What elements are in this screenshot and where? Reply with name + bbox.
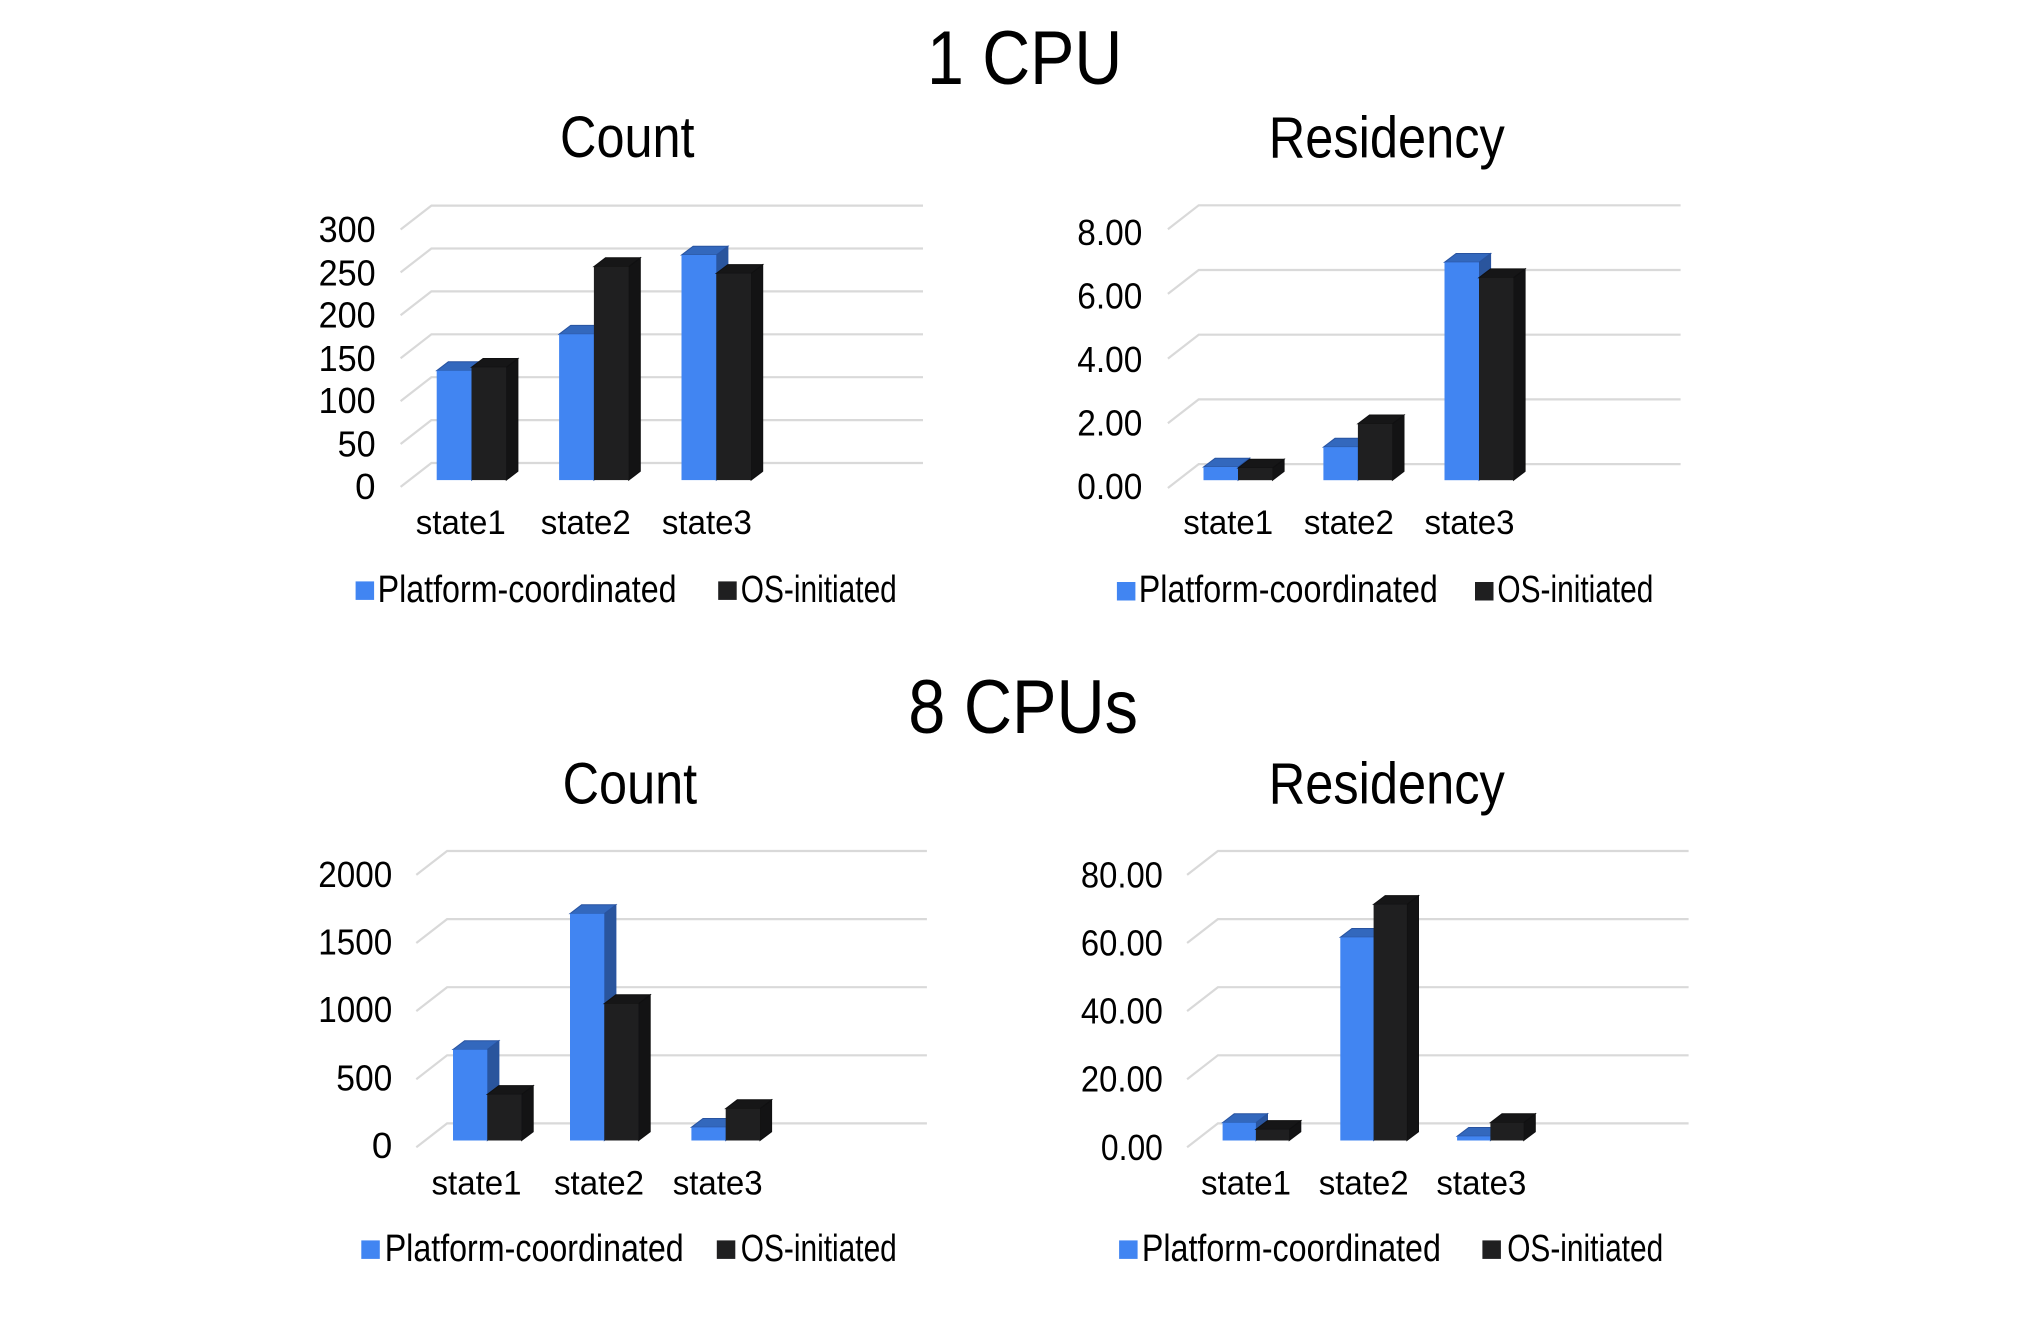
svg-text:Platform-coordinated: Platform-coordinated bbox=[1139, 569, 1438, 611]
svg-text:0.00: 0.00 bbox=[1077, 466, 1142, 507]
svg-text:Count: Count bbox=[563, 752, 698, 817]
svg-text:2000: 2000 bbox=[318, 854, 392, 895]
svg-text:50: 50 bbox=[338, 424, 376, 465]
svg-text:state1: state1 bbox=[1183, 504, 1273, 542]
svg-text:state3: state3 bbox=[1425, 504, 1515, 542]
svg-text:OS-initiated: OS-initiated bbox=[741, 569, 897, 611]
svg-text:Count: Count bbox=[560, 105, 695, 170]
svg-text:1 CPU: 1 CPU bbox=[927, 16, 1122, 101]
svg-text:Platform-coordinated: Platform-coordinated bbox=[385, 1228, 684, 1270]
svg-text:2.00: 2.00 bbox=[1077, 402, 1142, 443]
svg-text:6.00: 6.00 bbox=[1077, 275, 1142, 316]
svg-text:100: 100 bbox=[319, 380, 376, 421]
svg-text:0: 0 bbox=[355, 466, 375, 507]
svg-text:Residency: Residency bbox=[1269, 105, 1505, 170]
svg-text:40.00: 40.00 bbox=[1081, 991, 1163, 1032]
svg-text:4.00: 4.00 bbox=[1077, 339, 1142, 380]
svg-text:20.00: 20.00 bbox=[1081, 1059, 1163, 1100]
svg-text:300: 300 bbox=[319, 209, 376, 250]
svg-text:state1: state1 bbox=[416, 504, 506, 542]
svg-text:state3: state3 bbox=[673, 1164, 763, 1202]
svg-text:OS-initiated: OS-initiated bbox=[1497, 569, 1653, 611]
svg-text:OS-initiated: OS-initiated bbox=[1507, 1228, 1663, 1270]
svg-text:state1: state1 bbox=[432, 1164, 522, 1202]
svg-text:8.00: 8.00 bbox=[1077, 212, 1142, 253]
svg-text:Platform-coordinated: Platform-coordinated bbox=[1142, 1228, 1441, 1270]
svg-text:state2: state2 bbox=[554, 1164, 644, 1202]
svg-text:state2: state2 bbox=[541, 504, 631, 542]
svg-text:500: 500 bbox=[336, 1058, 392, 1099]
svg-text:60.00: 60.00 bbox=[1081, 923, 1163, 964]
svg-text:Platform-coordinated: Platform-coordinated bbox=[378, 569, 677, 611]
svg-text:state2: state2 bbox=[1304, 504, 1394, 542]
svg-text:250: 250 bbox=[319, 252, 376, 293]
svg-text:0.00: 0.00 bbox=[1101, 1127, 1163, 1168]
svg-text:state3: state3 bbox=[662, 504, 752, 542]
svg-text:OS-initiated: OS-initiated bbox=[741, 1228, 897, 1270]
svg-text:1000: 1000 bbox=[318, 989, 392, 1030]
svg-text:Residency: Residency bbox=[1269, 752, 1505, 817]
svg-text:150: 150 bbox=[319, 338, 376, 379]
svg-text:80.00: 80.00 bbox=[1081, 854, 1163, 895]
svg-text:1500: 1500 bbox=[318, 921, 392, 962]
svg-text:8 CPUs: 8 CPUs bbox=[908, 665, 1138, 750]
svg-text:state2: state2 bbox=[1319, 1164, 1409, 1202]
svg-text:200: 200 bbox=[319, 295, 376, 336]
svg-text:state1: state1 bbox=[1201, 1164, 1291, 1202]
svg-text:0: 0 bbox=[372, 1125, 392, 1166]
svg-text:state3: state3 bbox=[1436, 1164, 1526, 1202]
